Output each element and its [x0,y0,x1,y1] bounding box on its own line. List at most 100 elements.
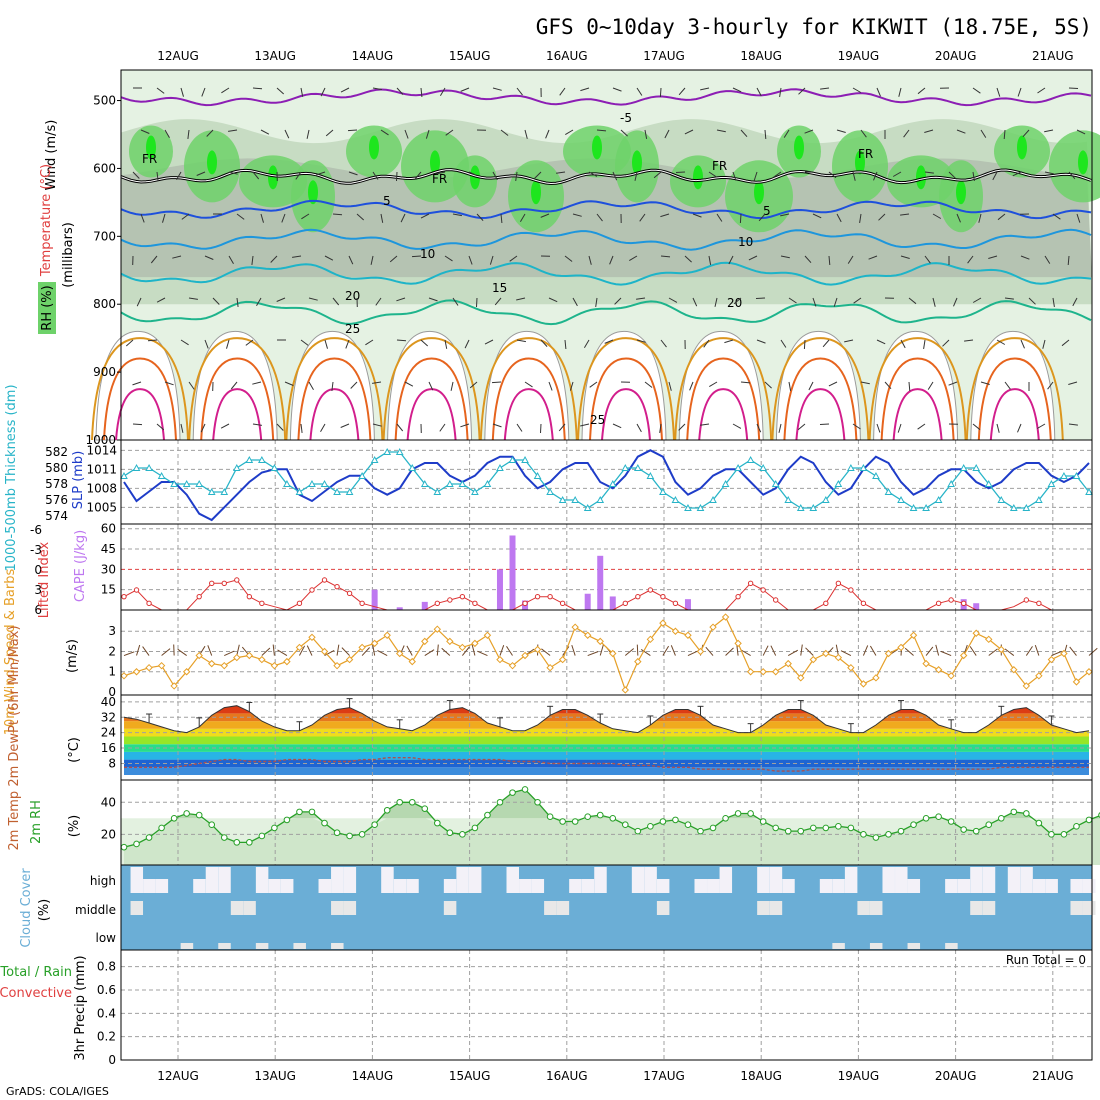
dewpoint-line [124,757,1089,772]
lifted-index-tick: -3 [30,543,42,557]
lifted-index-point [346,590,353,597]
wind-barb [604,339,614,344]
wind-barb [548,381,553,391]
wind-barb [932,213,942,219]
rh-point [584,813,592,820]
temp-contour-arch [686,357,761,441]
wind-barb [636,339,646,343]
wind-barb [972,423,981,431]
wind-barb [733,297,742,305]
surface-wind-barb [499,645,505,656]
thickness-point [596,495,605,503]
wind-speed-point [671,627,680,635]
cloud-gap-high [907,879,921,893]
cloud-gap-low [907,943,921,949]
wind-barb [636,297,646,300]
cape-tick: 45 [101,542,116,556]
thickness-point [170,479,178,487]
rh-point [1023,810,1030,817]
wind-barb [892,171,902,177]
wind-barb [147,339,158,342]
temp-contour-arch [394,357,469,441]
wind-barb [758,213,766,222]
surface-wind-barb [1004,648,1015,656]
rh-saturated-core [369,135,379,160]
wind-barb [996,423,1000,433]
cape-bar [421,601,428,610]
wind-barb [444,255,453,262]
surface-wind-barb [341,647,350,656]
temp-contour-arch [503,388,554,441]
surface-wind-barb [1069,646,1077,656]
wind-speed-point [985,635,993,644]
cloud-gap-high [1032,879,1046,893]
wind-barb [295,171,302,180]
wind-barb [764,129,767,140]
wind-speed-point [195,651,203,660]
wind-barb [450,381,454,391]
cape-axis-label: CAPE (J/kg) [73,530,88,602]
wind-barb [1068,423,1078,426]
wind-barb [236,213,245,220]
wind-barb [252,171,260,180]
wind-barb [140,129,150,134]
wind-barb [756,339,766,344]
wind-speed-point [471,639,479,648]
wind-speed-point [421,637,429,646]
wind-speed-point [283,657,291,666]
wind-barb [812,297,817,307]
thickness-point [1060,471,1068,479]
wind-barb [439,423,446,432]
temp-contour-arch [382,337,481,441]
lifted-index-point [234,577,240,583]
lifted-index-point [534,593,541,600]
cloud-gap-middle [443,901,457,915]
wind-barb [819,423,830,425]
freezing-level-contour-inner [120,169,1092,185]
wind-barb [436,171,446,175]
wind-barb [1068,87,1079,89]
surface-wind-barb [277,649,288,656]
wind-barb [967,255,974,264]
thickness-point [934,495,943,503]
thickness-point [671,495,680,503]
cloud-gap-high [143,879,156,893]
wind-barb [732,423,742,429]
rh-saturated-core [308,180,318,205]
surface-wind-barb [372,644,376,656]
rh-point [872,834,880,841]
cloud-gap-high [694,879,707,893]
cloud-gap-high [819,879,833,893]
rh-point [120,843,128,851]
surface-wind-barb [207,645,213,656]
rh-point [408,798,416,806]
lifted-index-point [835,580,842,587]
rh-saturated-core [956,180,966,205]
wind-barb [162,213,166,223]
wind-speed-point [157,661,166,670]
rh-point [822,824,830,832]
wind-barb [428,297,438,302]
wind-speed-point [822,649,830,658]
wind-unit-label: (m/s) [65,639,80,673]
rh-point [647,823,654,830]
wind-barb [808,381,814,391]
rh-point [346,832,353,840]
wind-barb [653,171,662,179]
thickness-point [659,487,667,495]
top-date-label: 14AUG [352,49,394,63]
cloud-gap-low [255,943,269,949]
lifted-index-point [948,597,954,603]
wind-barb [564,339,567,350]
surface-wind-barb [299,645,306,656]
cloud-gap-high [519,879,532,893]
cloud-gap-high [832,879,845,893]
wind-barb [972,297,982,303]
wind-speed-point [320,647,329,656]
wind-barb [764,381,772,389]
bottom-date-label: 12AUG [157,1069,199,1083]
wind-barb [324,255,334,261]
cloud-gap-high [757,867,770,893]
temp-contour-arch [965,337,1064,441]
cloud-gap-high [1083,879,1096,893]
